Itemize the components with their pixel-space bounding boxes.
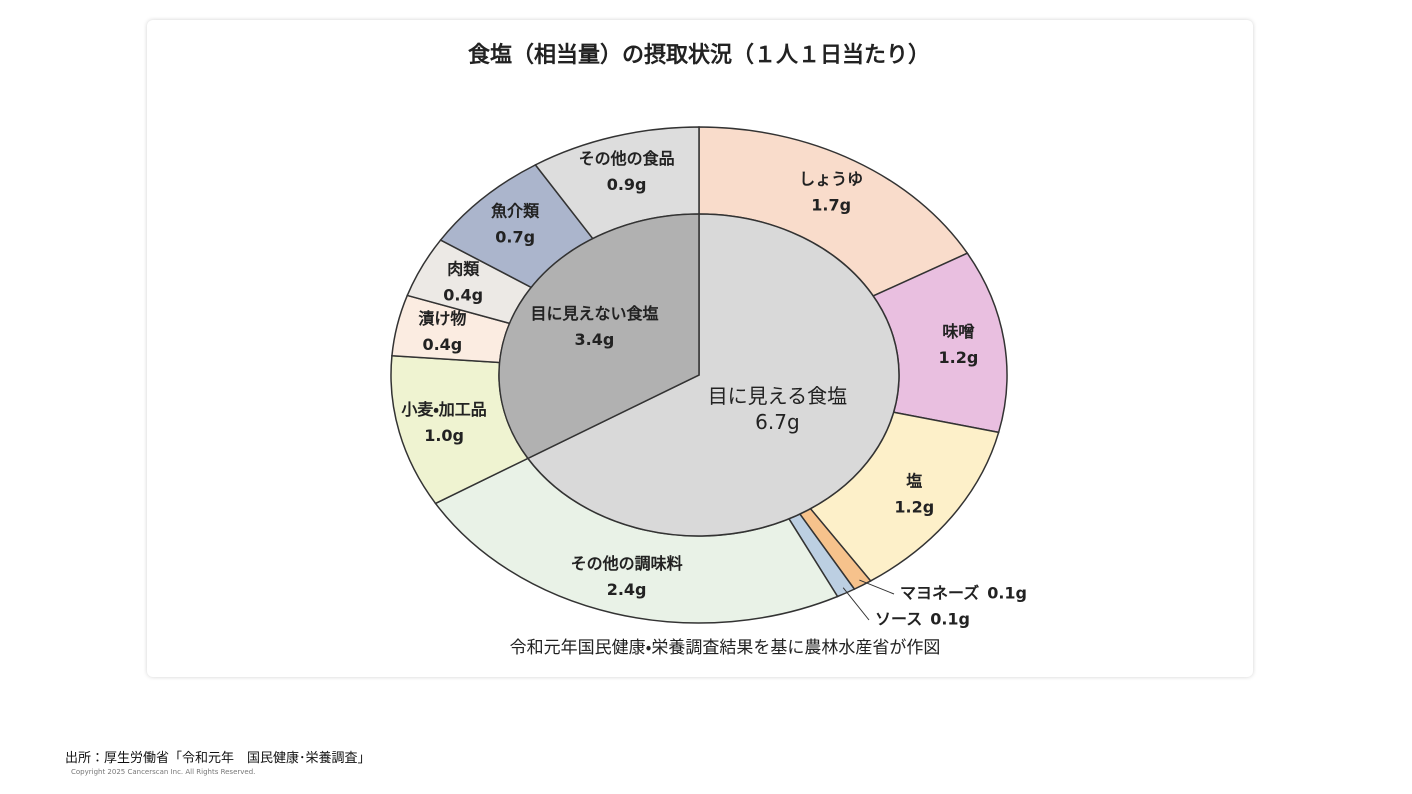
leader-line	[859, 579, 895, 595]
inner-value-label: 6.7g	[755, 410, 800, 434]
outer-label: 魚介類	[491, 202, 540, 221]
outer-label: マヨネーズ	[900, 584, 979, 603]
outer-label: 漬け物	[418, 309, 466, 328]
outer-value-label: 1.2g	[894, 497, 934, 516]
outer-value-label: 0.4g	[422, 335, 462, 354]
outer-value-label: 0.1g	[930, 610, 970, 629]
source-note: 令和元年国民健康・栄養調査結果を基に農林水産省が作図	[510, 638, 941, 658]
outer-value-label: 0.7g	[495, 228, 535, 247]
outer-value-label: 1.0g	[424, 426, 464, 445]
outer-value-label: 2.4g	[607, 580, 647, 599]
outer-label: ソース	[875, 610, 922, 629]
outer-label: 味噌	[942, 322, 975, 341]
outer-value-label: 1.7g	[811, 196, 851, 215]
copyright: Copyright 2025 Cancerscan Inc. All Right…	[71, 768, 256, 776]
outer-label: 小麦・加工品	[401, 400, 486, 419]
inner-value-label: 3.4g	[575, 330, 615, 349]
outer-label: しょうゆ	[799, 170, 863, 189]
outer-label: 塩	[906, 471, 922, 490]
outer-value-label: 0.9g	[607, 175, 647, 194]
outer-label: その他の食品	[579, 149, 675, 168]
chart: 食塩（相当量）の摂取状況（１人１日当たり） 令和元年国民健康・栄養調査結果を基に…	[390, 42, 1027, 658]
inner-label: 目に見えない食塩	[530, 304, 658, 323]
outer-label: その他の調味料	[571, 554, 683, 573]
footer-source: 出所：厚生労働省「令和元年 国民健康･栄養調査」	[65, 751, 371, 766]
outer-label: 肉類	[447, 260, 480, 279]
leader-line	[842, 587, 870, 621]
chart-title: 食塩（相当量）の摂取状況（１人１日当たり）	[468, 42, 930, 68]
outer-value-label: 1.2g	[939, 348, 979, 367]
inner-slice	[498, 213, 700, 460]
inner-slice	[526, 213, 900, 537]
inner-label: 目に見える食塩	[708, 384, 847, 408]
outer-value-label: 0.4g	[443, 286, 483, 305]
outer-value-label: 0.1g	[987, 584, 1027, 603]
